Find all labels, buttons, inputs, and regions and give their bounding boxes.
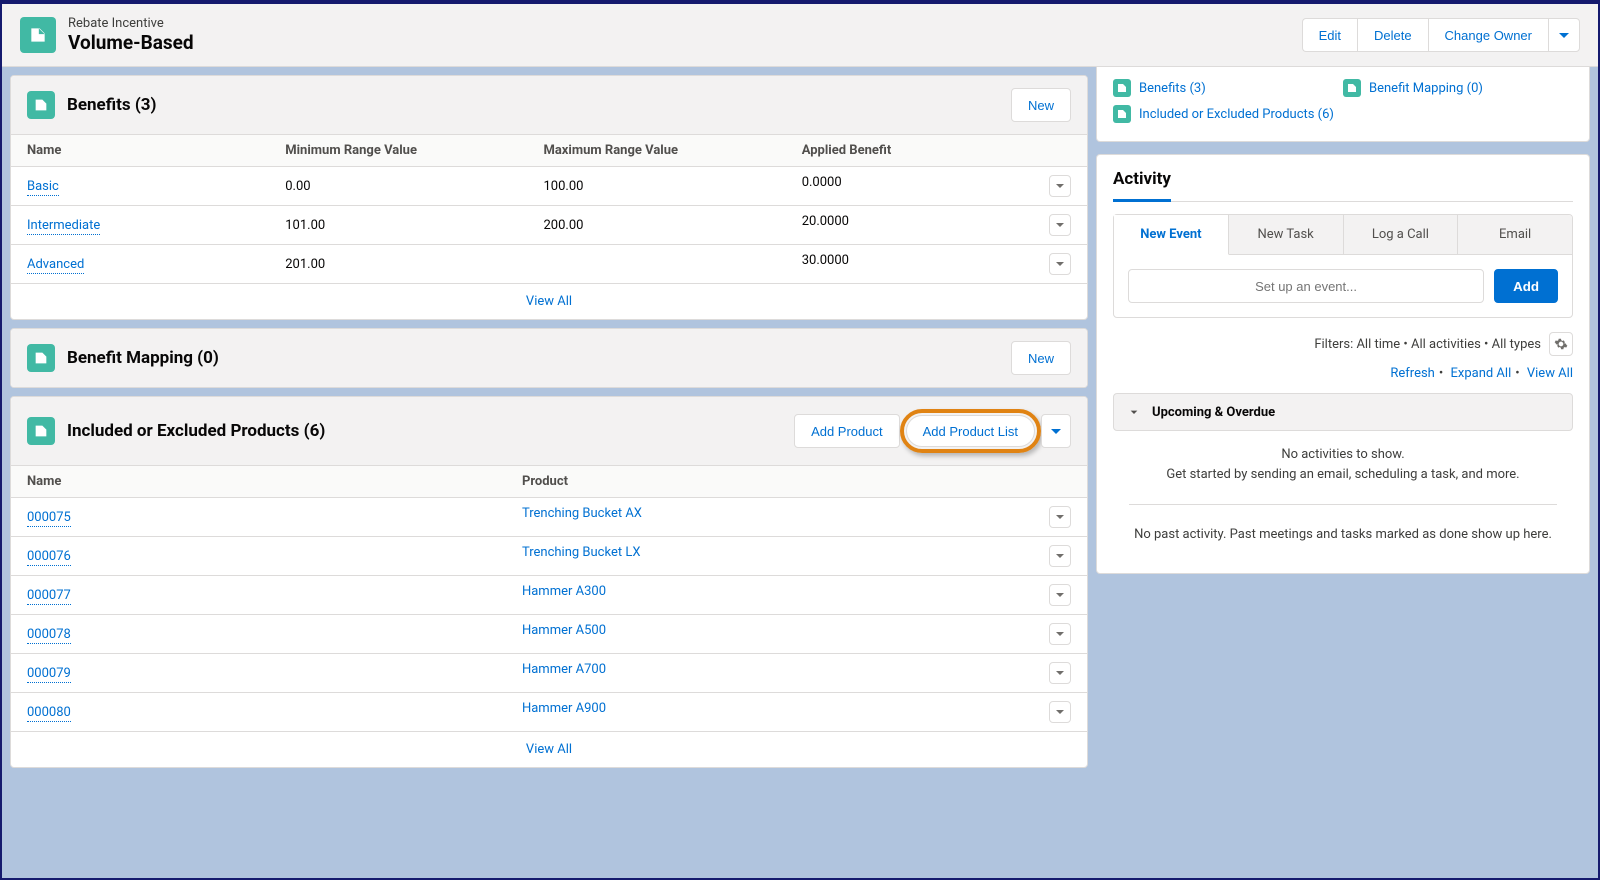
- table-row: 000075 Trenching Bucket AX: [11, 498, 1087, 537]
- chevron-down-icon: [1051, 429, 1061, 434]
- delete-button[interactable]: Delete: [1357, 18, 1428, 52]
- benefit-mapping-card: Benefit Mapping (0) New: [10, 328, 1088, 388]
- record-icon: [20, 17, 56, 53]
- included-products-quicklink[interactable]: Included or Excluded Products (6): [1139, 107, 1334, 122]
- add-product-button[interactable]: Add Product: [794, 414, 900, 448]
- related-links-panel: Benefits (3) Benefit Mapping (0) Include…: [1096, 67, 1590, 142]
- divider: [1129, 504, 1557, 505]
- products-view-all[interactable]: View All: [526, 742, 572, 757]
- activity-tabs: New Event New Task Log a Call Email Add: [1113, 214, 1573, 318]
- benefit-mapping-quicklink[interactable]: Benefit Mapping (0): [1369, 81, 1483, 96]
- row-menu-button[interactable]: [1049, 584, 1071, 606]
- benefit-link[interactable]: Intermediate: [27, 218, 100, 235]
- col-name: Name: [11, 466, 506, 498]
- benefits-title: Benefits (3): [67, 95, 156, 115]
- product-link[interactable]: Hammer A300: [522, 584, 606, 599]
- product-link[interactable]: Hammer A900: [522, 701, 606, 716]
- products-more-button[interactable]: [1041, 414, 1071, 448]
- record-title: Volume-Based: [68, 31, 194, 54]
- highlight-ring: Add Product List: [900, 409, 1041, 453]
- no-activities-msg: No activities to show. Get started by se…: [1113, 431, 1573, 498]
- row-menu-button[interactable]: [1049, 253, 1071, 275]
- benefit-link[interactable]: Advanced: [27, 257, 84, 274]
- benefits-icon: [27, 91, 55, 119]
- col-name: Name: [11, 135, 269, 167]
- col-min: Minimum Range Value: [269, 135, 527, 167]
- header-titles: Rebate Incentive Volume-Based: [68, 16, 194, 54]
- add-event-button[interactable]: Add: [1494, 269, 1558, 303]
- table-row: Advanced 201.00 30.0000: [11, 245, 1087, 284]
- products-card: Included or Excluded Products (6) Add Pr…: [10, 396, 1088, 768]
- tab-new-event[interactable]: New Event: [1114, 215, 1229, 255]
- filter-settings-button[interactable]: [1549, 332, 1573, 356]
- event-input[interactable]: [1128, 269, 1484, 303]
- chevron-down-icon: [1559, 33, 1569, 38]
- record-subtitle: Rebate Incentive: [68, 16, 194, 31]
- tab-email[interactable]: Email: [1458, 215, 1572, 255]
- activity-panel: Activity New Event New Task Log a Call E…: [1096, 154, 1590, 574]
- add-product-list-button[interactable]: Add Product List: [906, 415, 1035, 447]
- page-header: Rebate Incentive Volume-Based Edit Delet…: [2, 4, 1598, 67]
- row-menu-button[interactable]: [1049, 623, 1071, 645]
- products-title: Included or Excluded Products (6): [67, 421, 325, 441]
- benefits-table: Name Minimum Range Value Maximum Range V…: [11, 135, 1087, 284]
- expand-all-link[interactable]: Expand All: [1450, 366, 1511, 381]
- benefits-quicklink[interactable]: Benefits (3): [1139, 81, 1206, 96]
- product-id-link[interactable]: 000080: [27, 705, 71, 722]
- benefits-view-all[interactable]: View All: [526, 294, 572, 309]
- filters-text: Filters: All time • All activities • All…: [1314, 337, 1541, 352]
- product-id-link[interactable]: 000075: [27, 510, 71, 527]
- product-link[interactable]: Hammer A500: [522, 623, 606, 638]
- row-menu-button[interactable]: [1049, 701, 1071, 723]
- header-actions: Edit Delete Change Owner: [1302, 18, 1580, 52]
- link-icon: [1343, 79, 1361, 97]
- product-link[interactable]: Trenching Bucket AX: [522, 506, 642, 521]
- row-menu-button[interactable]: [1049, 662, 1071, 684]
- tab-log-call[interactable]: Log a Call: [1344, 215, 1459, 255]
- row-menu-button[interactable]: [1049, 545, 1071, 567]
- product-id-link[interactable]: 000078: [27, 627, 71, 644]
- col-applied: Applied Benefit: [786, 135, 1087, 167]
- row-menu-button[interactable]: [1049, 175, 1071, 197]
- tab-new-task[interactable]: New Task: [1229, 215, 1344, 255]
- table-row: 000080 Hammer A900: [11, 693, 1087, 732]
- product-id-link[interactable]: 000077: [27, 588, 71, 605]
- upcoming-overdue-section[interactable]: Upcoming & Overdue: [1113, 393, 1573, 431]
- product-id-link[interactable]: 000079: [27, 666, 71, 683]
- gear-icon: [1554, 337, 1568, 351]
- benefit-link[interactable]: Basic: [27, 179, 59, 196]
- edit-button[interactable]: Edit: [1302, 18, 1357, 52]
- activity-title: Activity: [1113, 169, 1171, 202]
- link-icon: [1113, 105, 1131, 123]
- products-table: Name Product 000075 Trenching Bucket AX 0…: [11, 466, 1087, 732]
- more-actions-button[interactable]: [1548, 18, 1580, 52]
- table-row: 000079 Hammer A700: [11, 654, 1087, 693]
- refresh-link[interactable]: Refresh: [1390, 366, 1434, 381]
- product-link[interactable]: Trenching Bucket LX: [522, 545, 641, 560]
- no-past-activity-msg: No past activity. Past meetings and task…: [1113, 511, 1573, 559]
- benefit-mapping-title: Benefit Mapping (0): [67, 348, 219, 368]
- table-row: Basic 0.00 100.00 0.0000: [11, 167, 1087, 206]
- change-owner-button[interactable]: Change Owner: [1428, 18, 1548, 52]
- benefits-card: Benefits (3) New Name Minimum Range Valu…: [10, 75, 1088, 320]
- benefit-mapping-icon: [27, 344, 55, 372]
- row-menu-button[interactable]: [1049, 214, 1071, 236]
- table-row: 000078 Hammer A500: [11, 615, 1087, 654]
- chevron-down-icon: [1126, 404, 1142, 420]
- product-id-link[interactable]: 000076: [27, 549, 71, 566]
- col-product: Product: [506, 466, 1087, 498]
- col-max: Maximum Range Value: [527, 135, 785, 167]
- activity-view-all-link[interactable]: View All: [1527, 366, 1573, 381]
- table-row: 000076 Trenching Bucket LX: [11, 537, 1087, 576]
- row-menu-button[interactable]: [1049, 506, 1071, 528]
- products-icon: [27, 417, 55, 445]
- table-row: 000077 Hammer A300: [11, 576, 1087, 615]
- benefit-mapping-new-button[interactable]: New: [1011, 341, 1071, 375]
- table-row: Intermediate 101.00 200.00 20.0000: [11, 206, 1087, 245]
- link-icon: [1113, 79, 1131, 97]
- product-link[interactable]: Hammer A700: [522, 662, 606, 677]
- benefits-new-button[interactable]: New: [1011, 88, 1071, 122]
